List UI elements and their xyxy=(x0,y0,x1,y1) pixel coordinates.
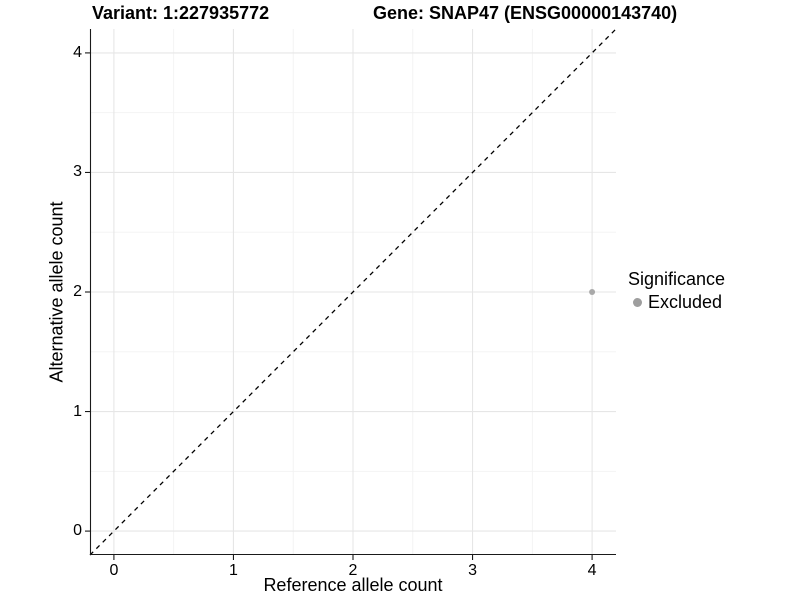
y-tick-label: 4 xyxy=(73,43,82,61)
legend: Significance Excluded xyxy=(628,268,725,313)
y-tick-label: 0 xyxy=(73,522,82,540)
legend-item-excluded: Excluded xyxy=(633,291,725,313)
x-axis-title: Reference allele count xyxy=(263,575,443,595)
plot-panel xyxy=(85,28,617,560)
x-tick-label: 1 xyxy=(229,562,238,579)
x-tick-label: 3 xyxy=(468,562,477,579)
plot-title-variant: Variant: 1:227935772 xyxy=(92,3,270,23)
legend-title: Significance xyxy=(628,269,726,289)
legend-key-point-icon xyxy=(633,297,642,307)
y-tick-label: 3 xyxy=(73,163,82,181)
y-axis-title: Alternative allele count xyxy=(46,201,67,383)
x-tick-label: 2 xyxy=(348,562,358,579)
y-tick-label: 2 xyxy=(73,283,82,300)
x-tick-label: 4 xyxy=(587,562,597,579)
x-tick-label: 0 xyxy=(109,562,119,579)
y-tick-label: 1 xyxy=(73,402,82,420)
legend-item-label: Excluded xyxy=(648,292,723,312)
plot-title-gene: Gene: SNAP47 (ENSG00000143740) xyxy=(373,3,678,23)
